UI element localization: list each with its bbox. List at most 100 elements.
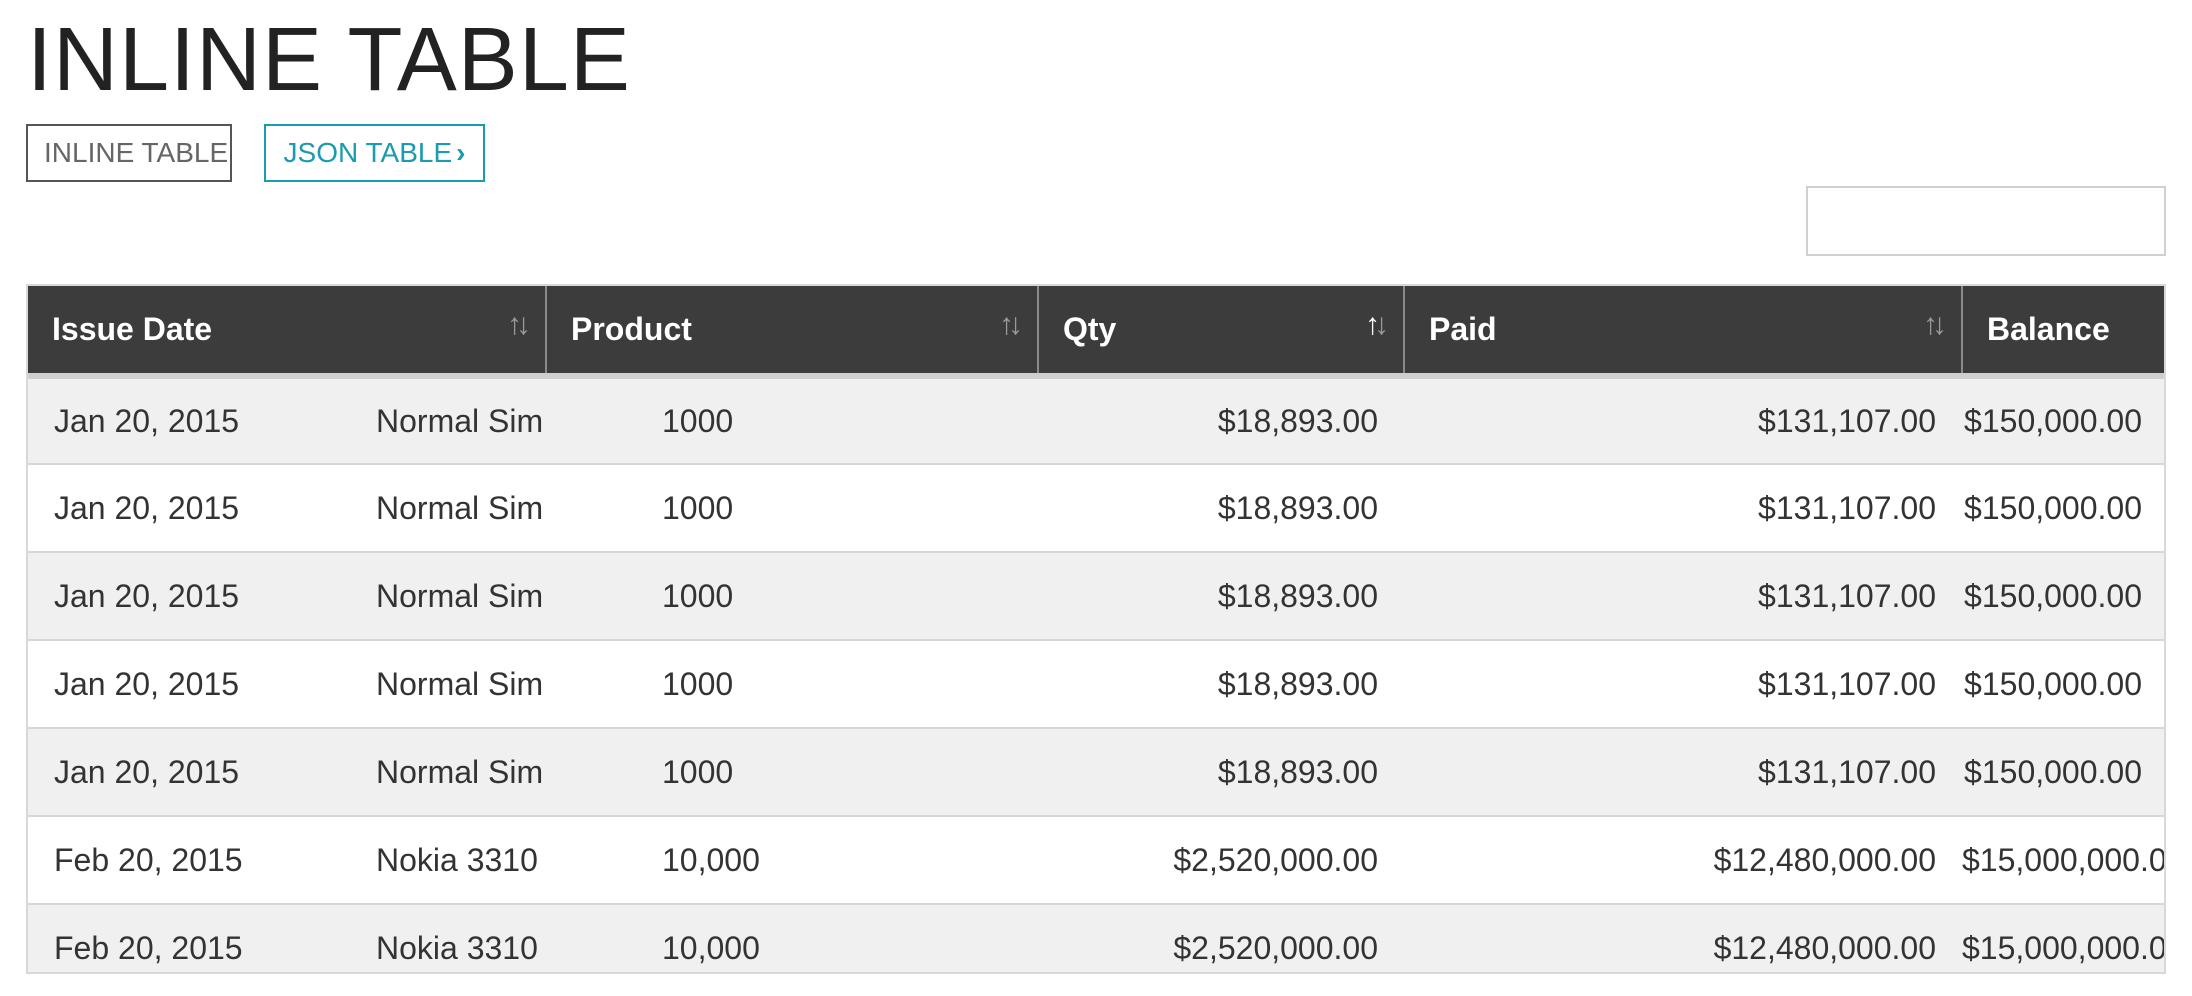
table-cell: 10,000 bbox=[546, 816, 1038, 904]
cell-paid: $2,520,000.00 bbox=[1173, 929, 1378, 966]
table-row[interactable]: Feb 20, 2015 Nokia 3310 10,000 $2,520,000.0… bbox=[28, 816, 2166, 904]
table-cell: $18,893.00 bbox=[1038, 464, 1404, 552]
cell-balance-due: $150,000.00 bbox=[1964, 753, 2142, 790]
table-row[interactable]: Jan 20, 2015 Normal Sim 1000 $18,893.00 $131… bbox=[28, 464, 2164, 552]
table-cell: 1000 bbox=[546, 728, 1038, 816]
cell-balance: $131,107.00 bbox=[1758, 753, 1936, 790]
column-header-balance[interactable]: Balance bbox=[1987, 311, 2110, 347]
column-header-issue-date[interactable]: Issue Date ↑↓ bbox=[28, 286, 547, 376]
table-cell: 1000 bbox=[546, 640, 1038, 728]
table-cell: $18,893.00 bbox=[1038, 376, 1404, 464]
table-row[interactable]: Feb 20, 2015 Nokia 3310 10,000 $2,520,000.0… bbox=[28, 904, 2166, 972]
cell-balance: $12,480,000.00 bbox=[1713, 929, 1936, 966]
inline-table-label: INLINE TABLE bbox=[44, 137, 229, 168]
table-row[interactable]: Jan 20, 2015 Normal Sim 1000 $18,893.00 $131… bbox=[28, 552, 2164, 640]
cell-product: Nokia 3310 bbox=[376, 841, 538, 878]
table-cell: Jan 20, 2015 Normal Sim bbox=[28, 464, 546, 552]
json-table-label: JSON TABLE bbox=[283, 137, 453, 168]
cell-balance-due: $15,000,000.00 bbox=[1962, 929, 2166, 966]
table-cell: $131,107.00 bbox=[1404, 640, 1962, 728]
table-cell: $12,480,000.00 bbox=[1404, 816, 1962, 904]
table-cell: $18,893.00 bbox=[1038, 640, 1404, 728]
cell-paid: $18,893.00 bbox=[1217, 665, 1378, 702]
table-cell: $150,000.00 bbox=[1962, 552, 2164, 640]
cell-product: Normal Sim bbox=[376, 665, 544, 702]
cell-balance-due: $150,000.00 bbox=[1964, 489, 2142, 526]
table-cell: Jan 20, 2015 Normal Sim bbox=[28, 552, 546, 640]
table-cell: $150,000.00 bbox=[1962, 464, 2164, 552]
cell-qty: 1000 bbox=[662, 665, 734, 702]
cell-paid: $18,893.00 bbox=[1217, 402, 1378, 439]
table-row[interactable]: Jan 20, 2015 Normal Sim 1000 $18,893.00 $131… bbox=[28, 376, 2164, 464]
table-row[interactable]: Jan 20, 2015 Normal Sim 1000 $18,893.00 $131… bbox=[28, 728, 2164, 816]
column-header-qty[interactable]: Qty ↑↓ bbox=[1038, 286, 1405, 376]
cell-qty: 1000 bbox=[662, 402, 734, 439]
chevron-right-icon: › bbox=[456, 137, 466, 168]
cell-paid: $2,520,000.00 bbox=[1173, 841, 1378, 878]
table-cell: $2,520,000.00 bbox=[1038, 904, 1404, 972]
table-cell: $15,000,000.00 bbox=[1962, 816, 2166, 904]
table-cell: $150,000.00 bbox=[1962, 728, 2164, 816]
cell-paid: $18,893.00 bbox=[1217, 489, 1378, 526]
table-cell: $12,480,000.00 bbox=[1404, 904, 1962, 972]
table-cell: $18,893.00 bbox=[1038, 728, 1404, 816]
table-cell: $150,000.00 bbox=[1962, 376, 2164, 464]
inline-table-button[interactable]: INLINE TABLE bbox=[26, 124, 232, 182]
table-cell: $150,000.00 bbox=[1962, 640, 2164, 728]
table-cell: $15,000,000.00 bbox=[1962, 904, 2166, 972]
table-cell: 1000 bbox=[546, 552, 1038, 640]
cell-balance: $131,107.00 bbox=[1758, 665, 1936, 702]
cell-issue-date: Jan 20, 2015 bbox=[54, 402, 240, 439]
cell-qty: 10,000 bbox=[662, 841, 760, 878]
table-cell: $131,107.00 bbox=[1404, 464, 1962, 552]
sort-icon[interactable]: ↑↓ bbox=[1923, 308, 1947, 341]
cell-issue-date: Jan 20, 2015 bbox=[54, 577, 240, 614]
cell-product: Normal Sim bbox=[376, 753, 544, 790]
cell-balance: $131,107.00 bbox=[1758, 577, 1936, 614]
cell-paid: $18,893.00 bbox=[1217, 753, 1378, 790]
table-cell: $18,893.00 bbox=[1038, 552, 1404, 640]
table-cell: Feb 20, 2015 Nokia 3310 bbox=[28, 816, 546, 904]
cell-product: Nokia 3310 bbox=[376, 929, 538, 966]
table-header-row: Issue Date ↑↓ Product ↑↓ Qty ↑↓ Paid ↑↓ … bbox=[28, 286, 2164, 376]
page-title: INLINE TABLE bbox=[27, 10, 631, 110]
cell-balance-due: $150,000.00 bbox=[1964, 665, 2142, 702]
cell-product: Normal Sim bbox=[376, 402, 544, 439]
cell-balance-due: $150,000.00 bbox=[1964, 402, 2142, 439]
column-header-paid[interactable]: Paid ↑↓ bbox=[1404, 286, 1963, 376]
table-cell: $131,107.00 bbox=[1404, 376, 1962, 464]
table-cell: 1000 bbox=[546, 464, 1038, 552]
json-table-button[interactable]: JSON TABLE › bbox=[264, 124, 485, 182]
cell-qty: 1000 bbox=[662, 753, 734, 790]
cell-balance: $131,107.00 bbox=[1758, 489, 1936, 526]
table-cell: Jan 20, 2015 Normal Sim bbox=[28, 728, 546, 816]
table-cell: 1000 bbox=[546, 376, 1038, 464]
cell-qty: 10,000 bbox=[662, 929, 760, 966]
cell-product: Normal Sim bbox=[376, 489, 544, 526]
table-cell: Feb 20, 2015 Nokia 3310 bbox=[28, 904, 546, 972]
cell-issue-date: Jan 20, 2015 bbox=[54, 489, 240, 526]
cell-issue-date: Jan 20, 2015 bbox=[54, 665, 240, 702]
search-input[interactable] bbox=[1806, 186, 2166, 256]
sort-ascending-icon[interactable]: ↑↓ bbox=[1365, 308, 1389, 341]
sort-icon[interactable]: ↑↓ bbox=[507, 308, 531, 341]
cell-paid: $18,893.00 bbox=[1217, 577, 1378, 614]
cell-balance-due: $150,000.00 bbox=[1964, 577, 2142, 614]
column-header-product[interactable]: Product ↑↓ bbox=[546, 286, 1039, 376]
table-row[interactable]: Jan 20, 2015 Normal Sim 1000 $18,893.00 $131… bbox=[28, 640, 2164, 728]
cell-issue-date: Feb 20, 2015 bbox=[54, 929, 243, 966]
cell-qty: 1000 bbox=[662, 577, 734, 614]
table-cell: $2,520,000.00 bbox=[1038, 816, 1404, 904]
cell-issue-date: Jan 20, 2015 bbox=[54, 753, 240, 790]
table-cell: $131,107.00 bbox=[1404, 728, 1962, 816]
sort-icon[interactable]: ↑↓ bbox=[999, 308, 1023, 341]
table-cell: Jan 20, 2015 Normal Sim bbox=[28, 376, 546, 464]
cell-product: Normal Sim bbox=[376, 577, 544, 614]
cell-qty: 1000 bbox=[662, 489, 734, 526]
cell-balance-due: $15,000,000.00 bbox=[1962, 841, 2166, 878]
cell-balance: $131,107.00 bbox=[1758, 402, 1936, 439]
table-cell: $131,107.00 bbox=[1404, 552, 1962, 640]
table-cell: Jan 20, 2015 Normal Sim bbox=[28, 640, 546, 728]
table-cell: 10,000 bbox=[546, 904, 1038, 972]
cell-issue-date: Feb 20, 2015 bbox=[54, 841, 243, 878]
